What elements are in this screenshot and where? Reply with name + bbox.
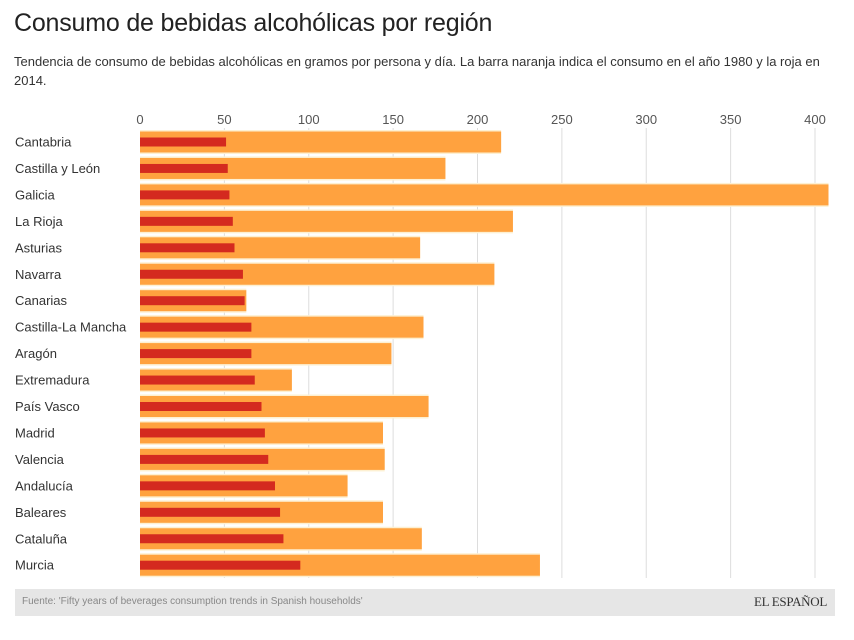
bar-1980	[140, 237, 421, 259]
bar-2014	[140, 402, 262, 411]
category-label: Andalucía	[15, 478, 74, 493]
bar-2014	[140, 137, 227, 147]
x-axis-ticks: 0 50 100 150 200 250 300 350 400	[136, 112, 825, 127]
category-label: Castilla-La Mancha	[15, 320, 127, 335]
bar-2014	[140, 296, 245, 306]
bar-1980	[140, 554, 540, 576]
category-label: La Rioja	[15, 214, 63, 229]
bar-2014	[140, 560, 301, 570]
x-tick-label: 0	[136, 112, 143, 127]
source-text: Fuente: 'Fifty years of beverages consum…	[22, 596, 363, 607]
category-label: Asturias	[15, 240, 62, 255]
source-footer: Fuente: 'Fifty years of beverages consum…	[15, 589, 835, 616]
category-label: Baleares	[15, 505, 67, 520]
bar-1980	[140, 184, 829, 206]
category-label: Cantabria	[15, 135, 72, 150]
bar-2014	[140, 163, 228, 173]
category-label: Galicia	[15, 187, 56, 202]
bars	[140, 130, 829, 578]
bar-2014	[140, 454, 269, 464]
bar-2014	[140, 481, 275, 491]
x-tick-label: 150	[382, 112, 404, 127]
category-label: Castilla y León	[15, 161, 100, 176]
x-tick-label: 50	[217, 112, 231, 127]
x-tick-label: 100	[298, 112, 320, 127]
bar-1980	[140, 396, 429, 417]
bar-1980	[140, 343, 392, 365]
bar-chart: 0 50 100 150 200 250 300 350 400 Cantabria Castil…	[15, 112, 829, 578]
bar-1980	[140, 263, 495, 285]
bar-2014	[140, 349, 252, 359]
chart-subtitle: Tendencia de consumo de bebidas alcohóli…	[14, 54, 820, 88]
x-tick-label: 200	[467, 112, 489, 127]
bar-2014	[140, 269, 243, 279]
bar-1980	[140, 157, 446, 179]
category-label: Canarias	[15, 293, 68, 308]
bar-2014	[140, 507, 281, 517]
x-tick-label: 300	[635, 112, 657, 127]
bar-2014	[140, 322, 252, 332]
category-label: Valencia	[15, 452, 65, 467]
bar-2014	[140, 428, 265, 438]
category-label: Cataluña	[15, 531, 68, 546]
bar-2014	[140, 190, 230, 200]
bar-2014	[140, 216, 233, 226]
category-label: Extremadura	[15, 373, 90, 388]
bar-2014	[140, 534, 284, 544]
bar-1980	[140, 210, 513, 232]
bar-2014	[140, 375, 255, 385]
category-label: Madrid	[15, 425, 55, 440]
category-label: Navarra	[15, 267, 62, 282]
category-label: País Vasco	[15, 399, 80, 414]
x-tick-label: 250	[551, 112, 573, 127]
bar-2014	[140, 243, 235, 253]
x-tick-label: 400	[804, 112, 826, 127]
category-label: Aragón	[15, 346, 57, 361]
chart-title: Consumo de bebidas alcohólicas por regió…	[14, 9, 493, 37]
category-label: Murcia	[15, 558, 55, 573]
category-labels: Cantabria Castilla y León Galicia La Rioja A…	[15, 135, 127, 573]
x-tick-label: 350	[720, 112, 742, 127]
publisher-logo: EL ESPAÑOL	[754, 594, 827, 609]
bar-1980	[140, 316, 424, 338]
bar-1980	[140, 131, 502, 153]
